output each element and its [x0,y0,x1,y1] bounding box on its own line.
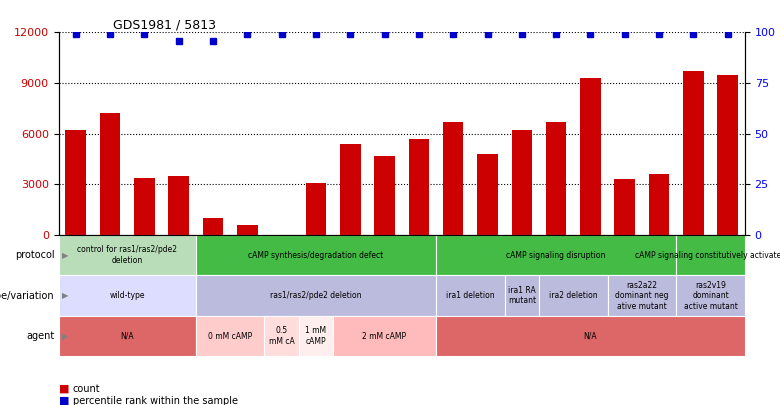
Bar [100,113,120,235]
Bar [237,225,257,235]
Bar [374,156,395,235]
Bar [649,174,669,235]
Bar [203,218,223,235]
Bar [333,316,436,356]
Bar [615,179,635,235]
Bar [443,122,463,235]
Text: ras1/ras2/pde2 deletion: ras1/ras2/pde2 deletion [270,291,362,300]
Bar [718,75,738,235]
Bar [409,139,429,235]
Text: ▶: ▶ [62,332,69,341]
Text: GDS1981 / 5813: GDS1981 / 5813 [113,18,216,31]
Text: genotype/variation: genotype/variation [0,291,55,301]
Text: ▶: ▶ [62,291,69,300]
Bar [306,183,326,235]
Bar [477,154,498,235]
Bar [196,316,264,356]
Text: N/A: N/A [583,332,597,341]
Text: wild-type: wild-type [109,291,145,300]
Bar [436,275,505,316]
Text: cAMP synthesis/degradation defect: cAMP synthesis/degradation defect [248,251,384,260]
Text: 0 mM cAMP: 0 mM cAMP [208,332,252,341]
Bar [676,275,745,316]
Text: count: count [73,384,100,394]
Text: agent: agent [27,331,55,341]
Bar [264,316,299,356]
Bar [539,275,608,316]
Bar [608,275,676,316]
Text: ▶: ▶ [62,251,69,260]
Text: 1 mM
cAMP: 1 mM cAMP [305,326,327,346]
Bar [546,122,566,235]
Bar [58,316,196,356]
Text: 0.5
mM cA: 0.5 mM cA [268,326,295,346]
Bar [196,275,436,316]
Bar [299,316,333,356]
Bar [505,275,539,316]
Bar [676,235,745,275]
Bar [683,71,704,235]
Bar [580,78,601,235]
Bar [436,235,676,275]
Text: 2 mM cAMP: 2 mM cAMP [363,332,406,341]
Text: cAMP signaling constitutively activated: cAMP signaling constitutively activated [635,251,780,260]
Bar [168,176,189,235]
Bar [512,130,532,235]
Bar [134,177,154,235]
Text: ira1 deletion: ira1 deletion [446,291,495,300]
Text: ira1 RA
mutant: ira1 RA mutant [508,286,536,305]
Text: ■: ■ [58,396,69,405]
Text: ■: ■ [58,384,69,394]
Text: N/A: N/A [120,332,134,341]
Text: percentile rank within the sample: percentile rank within the sample [73,396,238,405]
Bar [58,235,196,275]
Text: control for ras1/ras2/pde2
deletion: control for ras1/ras2/pde2 deletion [77,245,177,265]
Text: ras2v19
dominant
active mutant: ras2v19 dominant active mutant [683,281,738,311]
Text: ras2a22
dominant neg
ative mutant: ras2a22 dominant neg ative mutant [615,281,668,311]
Bar [340,144,360,235]
Text: cAMP signaling disruption: cAMP signaling disruption [506,251,606,260]
Text: ira2 deletion: ira2 deletion [549,291,597,300]
Bar [66,130,86,235]
Bar [196,235,436,275]
Text: protocol: protocol [15,250,55,260]
Bar [436,316,745,356]
Bar [58,275,196,316]
